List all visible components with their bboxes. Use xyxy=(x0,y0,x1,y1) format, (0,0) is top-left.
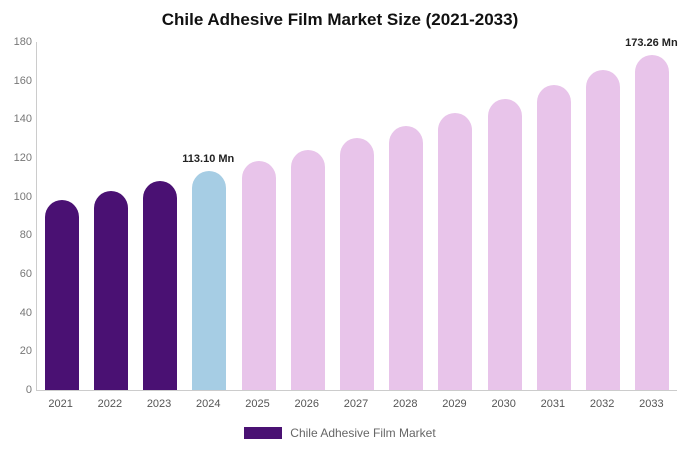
x-axis-label: 2029 xyxy=(442,398,467,410)
y-axis-tick-label: 180 xyxy=(13,36,32,48)
bar-2027[interactable] xyxy=(340,137,374,390)
bar-2023[interactable] xyxy=(143,181,178,390)
bar-2024[interactable] xyxy=(192,171,227,390)
y-axis-tick-label: 40 xyxy=(19,306,32,319)
y-axis-tick-label: 100 xyxy=(13,190,32,203)
chart-title: Chile Adhesive Film Market Size (2021-20… xyxy=(161,10,519,29)
x-axis-label: 2025 xyxy=(245,398,270,410)
legend-swatch xyxy=(244,427,283,439)
x-axis-label: 2026 xyxy=(294,398,319,410)
x-axis-label: 2023 xyxy=(146,398,172,410)
bar-annotation: 173.26 Mn xyxy=(625,37,678,50)
y-axis-tick-label: 0 xyxy=(25,384,32,396)
y-axis-tick-label: 20 xyxy=(19,345,32,358)
x-axis-label: 2033 xyxy=(639,398,664,410)
x-axis-label: 2024 xyxy=(196,398,221,410)
bar-2022[interactable] xyxy=(93,191,128,390)
legend[interactable]: Chile Adhesive Film Market xyxy=(0,426,680,440)
y-axis-tick-label: 60 xyxy=(19,268,32,280)
bar-2021[interactable] xyxy=(44,200,79,390)
bar-2033[interactable] xyxy=(635,55,670,390)
y-axis-tick-label: 160 xyxy=(13,74,32,87)
x-axis-label: 2021 xyxy=(48,398,73,410)
x-axis-label: 2032 xyxy=(589,398,615,410)
bar-2030[interactable] xyxy=(487,99,522,390)
x-axis-label: 2022 xyxy=(97,398,123,410)
y-axis-tick-label: 120 xyxy=(13,152,32,164)
legend-label: Chile Adhesive Film Market xyxy=(290,426,436,440)
x-axis-label: 2028 xyxy=(392,398,418,410)
bar-2026[interactable] xyxy=(290,149,325,390)
bar-2025[interactable] xyxy=(241,160,276,390)
bar-2032[interactable] xyxy=(586,70,621,390)
x-axis-label: 2027 xyxy=(343,398,369,410)
y-axis-tick-label: 140 xyxy=(13,113,32,126)
bar-annotation: 113.10 Mn xyxy=(182,153,235,166)
bar-2029[interactable] xyxy=(438,112,473,390)
bar-2028[interactable] xyxy=(389,125,424,390)
x-axis-label: 2030 xyxy=(491,398,516,410)
bar-2031[interactable] xyxy=(536,85,571,390)
plot-area xyxy=(36,42,677,391)
y-axis-tick-label: 80 xyxy=(19,229,32,242)
x-axis-label: 2031 xyxy=(540,398,566,410)
